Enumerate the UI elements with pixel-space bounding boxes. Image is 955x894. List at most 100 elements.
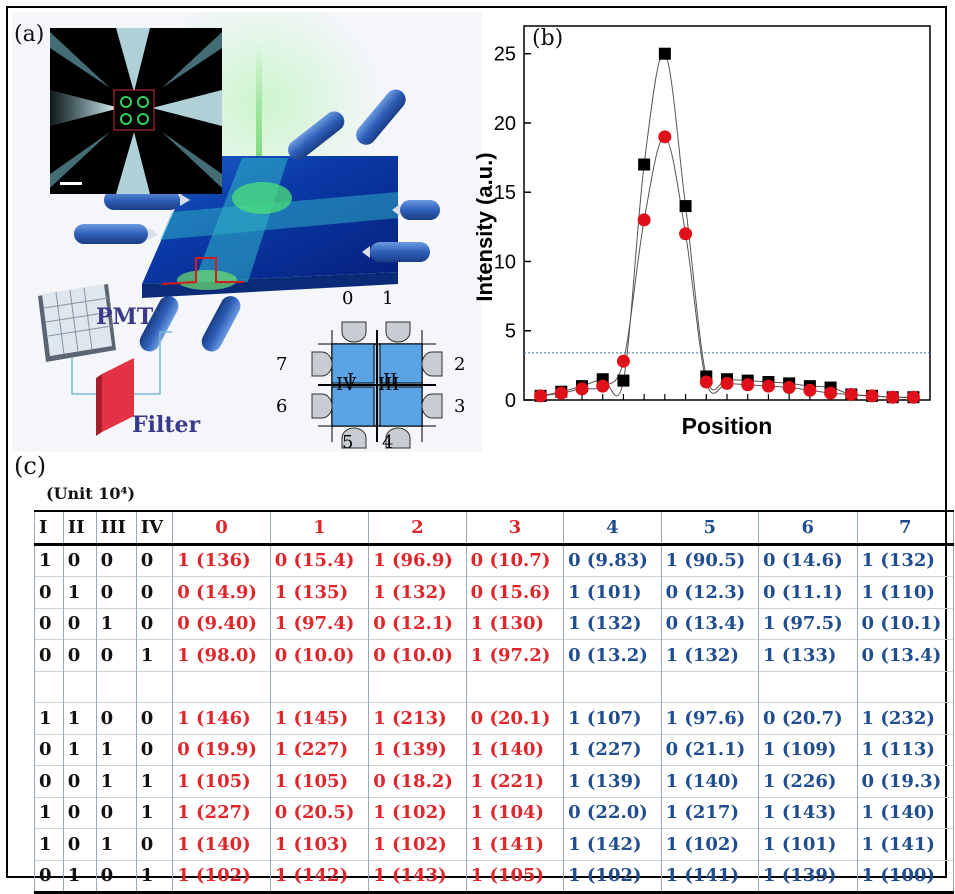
table-cell: 1 (227) [563,734,662,766]
table-cell: 1 (141) [660,860,760,893]
table-cell: 0 [34,765,64,797]
table-cell: 0 (19.9) [172,734,271,766]
table-cell: 0 [62,608,97,640]
table-cell: 1 (139) [563,765,662,797]
table-cell: 1 (132) [563,608,662,640]
table-cell: 0 [34,576,64,608]
table-cell: 1 (132) [660,639,760,671]
table-cell: 1 [95,765,137,797]
table-cell: 1 [135,860,174,893]
table-cell: 0 (10.1) [856,608,955,640]
table-cell [95,671,137,703]
panel-label-a: (a) [14,22,45,47]
table-cell: 1 (105) [172,765,271,797]
col-header-6: 6 [758,511,858,544]
table-cell: 1 (105) [269,765,370,797]
table-cell: 0 [62,639,97,671]
table-cell: 0 [95,639,137,671]
port-label-2: 2 [454,354,466,375]
table-cell: 1 (145) [269,702,370,734]
data-point-circle [906,390,920,404]
table-cell: 1 (132) [368,576,467,608]
table-cell: 1 (104) [465,797,565,829]
table-cell: 0 [34,639,64,671]
port-label-6: 6 [276,396,288,417]
table-cell: 1 (100) [856,860,955,893]
col-header-7: 7 [856,511,955,544]
table-cell: 1 (102) [368,828,467,860]
table-cell [660,671,760,703]
table-cell: 0 (9.40) [172,608,271,640]
table-cell: 0 [95,860,137,893]
table-cell: 1 (232) [856,702,955,734]
pmt-detector-icon [38,284,116,362]
col-header-0: 0 [172,511,271,544]
table-cell: 0 (10.7) [465,544,565,577]
quadrant-label-IV-visible: IV [336,374,357,395]
table-cell: 0 [135,734,174,766]
table-cell: 0 [34,608,64,640]
data-point-circle [596,379,610,393]
table-cell: 1 (135) [269,576,370,608]
table-cell: 1 (140) [465,734,565,766]
table-cell: 1 [34,544,64,577]
table-cell: 0 (20.1) [465,702,565,734]
table-cell: 1 (98.0) [172,639,271,671]
table-cell: 1 (141) [856,828,955,860]
col-header-iv: IV [135,511,174,544]
col-header-3: 3 [465,511,565,544]
table-cell: 0 (15.6) [465,576,565,608]
data-point-square [638,158,651,171]
table-cell: 1 (102) [660,828,760,860]
port-label-3: 3 [454,396,466,417]
table-cell: 0 (20.7) [758,702,858,734]
port-label-4: 4 [382,432,394,453]
data-point-circle [616,354,630,368]
data-point-circle [720,376,734,390]
table-cell: 1 (97.5) [758,608,858,640]
table-cell: 0 [135,702,174,734]
table-cell: 1 (221) [465,765,565,797]
table-cell: 0 (15.4) [269,544,370,577]
data-point-circle [844,387,858,401]
table-cell: 0 (19.3) [856,765,955,797]
table-cell: 1 (105) [465,860,565,893]
table-cell: 1 (102) [563,860,662,893]
data-point-square [679,200,692,213]
table-cell: 0 [62,828,97,860]
port-label-5: 5 [342,432,354,453]
col-header-4: 4 [563,511,662,544]
data-point-circle [761,379,775,393]
table-cell: 0 (13.4) [856,639,955,671]
col-header-i: I [34,511,64,544]
table-cell: 0 (12.1) [368,608,467,640]
y-tick-label: 5 [505,321,516,343]
y-axis-label: Intensity (a.u.) [472,152,497,301]
table-cell: 0 [95,797,137,829]
table-cell: 0 [62,765,97,797]
table-cell [269,671,370,703]
table-cell: 1 (90.5) [660,544,760,577]
table-cell: 1 (102) [368,797,467,829]
data-point-circle [554,386,568,400]
table-cell: 0 (13.2) [563,639,662,671]
table-cell: 0 (10.0) [368,639,467,671]
unit-label: (Unit 10⁴) [46,484,136,503]
table-cell: 1 [62,702,97,734]
table-cell: 0 [95,702,137,734]
table-cell: 1 (142) [563,828,662,860]
optical-fibers [74,89,440,352]
table-cell: 1 (113) [856,734,955,766]
table-cell: 0 [34,860,64,893]
quadrant-label-III-visible: III [378,374,400,395]
table-cell: 1 (96.9) [368,544,467,577]
table-cell: 1 (103) [269,828,370,860]
table-cell: 0 (10.0) [269,639,370,671]
table-cell: 1 [95,608,137,640]
table-cell: 0 (12.3) [660,576,760,608]
table-cell: 0 [135,576,174,608]
data-point-circle [782,381,796,395]
table-cell: 0 [135,608,174,640]
